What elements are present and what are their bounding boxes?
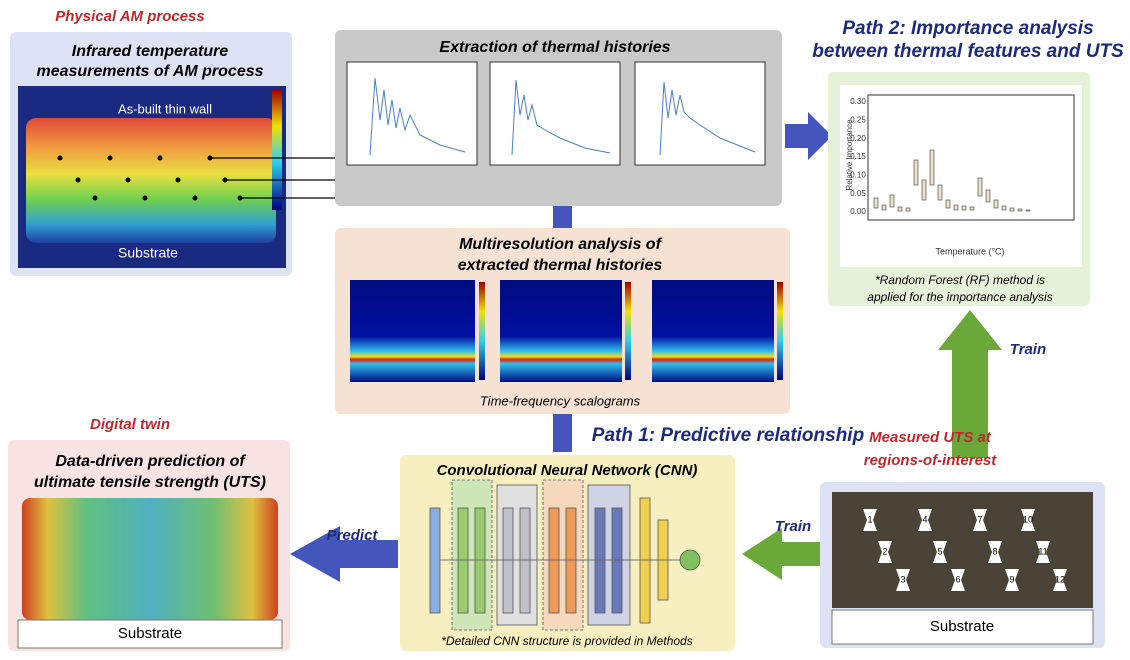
panel-title: Multiresolution analysis of [459, 236, 662, 253]
label: Substrate [118, 245, 178, 261]
chart-image [840, 85, 1082, 267]
panel-title: Data-driven prediction of [55, 453, 246, 470]
panel-title: Convolutional Neural Network (CNN) [437, 462, 698, 479]
section-heading: Digital twin [90, 416, 170, 433]
path-label: between thermal features and UTS [812, 41, 1124, 62]
section-heading: Physical AM process [55, 8, 205, 25]
specimen-label: 7 [977, 514, 982, 524]
note: applied for the importance analysis [867, 290, 1052, 304]
label: As-built thin wall [118, 101, 212, 116]
specimen-label: 6 [955, 574, 960, 584]
thermal-history-plots [347, 62, 765, 165]
arrow-label: Predict [327, 527, 379, 544]
specimen-label: 8 [992, 546, 997, 556]
label: Substrate [118, 625, 182, 642]
y-tick-label: 0.30 [850, 97, 866, 106]
arrow-label: Train [775, 518, 811, 535]
arrow [785, 112, 832, 160]
diagram: Physical AM process Infrared temperature… [0, 0, 1130, 655]
note: *Detailed CNN structure is provided in M… [441, 634, 692, 648]
panel-title: regions-of-interest [864, 452, 998, 469]
panel-title: Measured UTS at [869, 429, 992, 446]
specimen-label: 3 [900, 574, 905, 584]
connector [553, 206, 572, 228]
specimen-label: 12 [1055, 574, 1065, 584]
panel-title: measurements of AM process [36, 63, 263, 80]
panel-title: Infrared temperature [72, 43, 229, 60]
uts-map [22, 498, 278, 620]
arrow-label: Train [1010, 341, 1046, 358]
specimen-label: 9 [1009, 574, 1014, 584]
specimen-label: 4 [922, 514, 927, 524]
axis-label: Relative Importance [845, 119, 854, 191]
note: *Random Forest (RF) method is [875, 273, 1045, 287]
specimen-label: 1 [867, 514, 872, 524]
axis-label: Temperature (°C) [935, 246, 1004, 256]
path-label: Path 1: Predictive relationship [592, 425, 864, 446]
panel-title: Extraction of thermal histories [439, 39, 670, 56]
caption: Time-frequency scalograms [480, 393, 641, 408]
specimen-label: 2 [882, 546, 887, 556]
scalograms [350, 280, 783, 382]
y-tick-label: 0.00 [850, 207, 866, 216]
label: Substrate [930, 618, 994, 635]
specimen-label: 10 [1023, 514, 1033, 524]
path-label: Path 2: Importance analysis [842, 18, 1093, 39]
specimen-label: 11 [1038, 546, 1047, 556]
panel-title: ultimate tensile strength (UTS) [34, 474, 266, 491]
colorbar [272, 90, 282, 210]
specimen-label: 5 [937, 546, 942, 556]
arrow [742, 528, 820, 580]
connector [553, 414, 572, 452]
panel-title: extracted thermal histories [458, 257, 663, 274]
